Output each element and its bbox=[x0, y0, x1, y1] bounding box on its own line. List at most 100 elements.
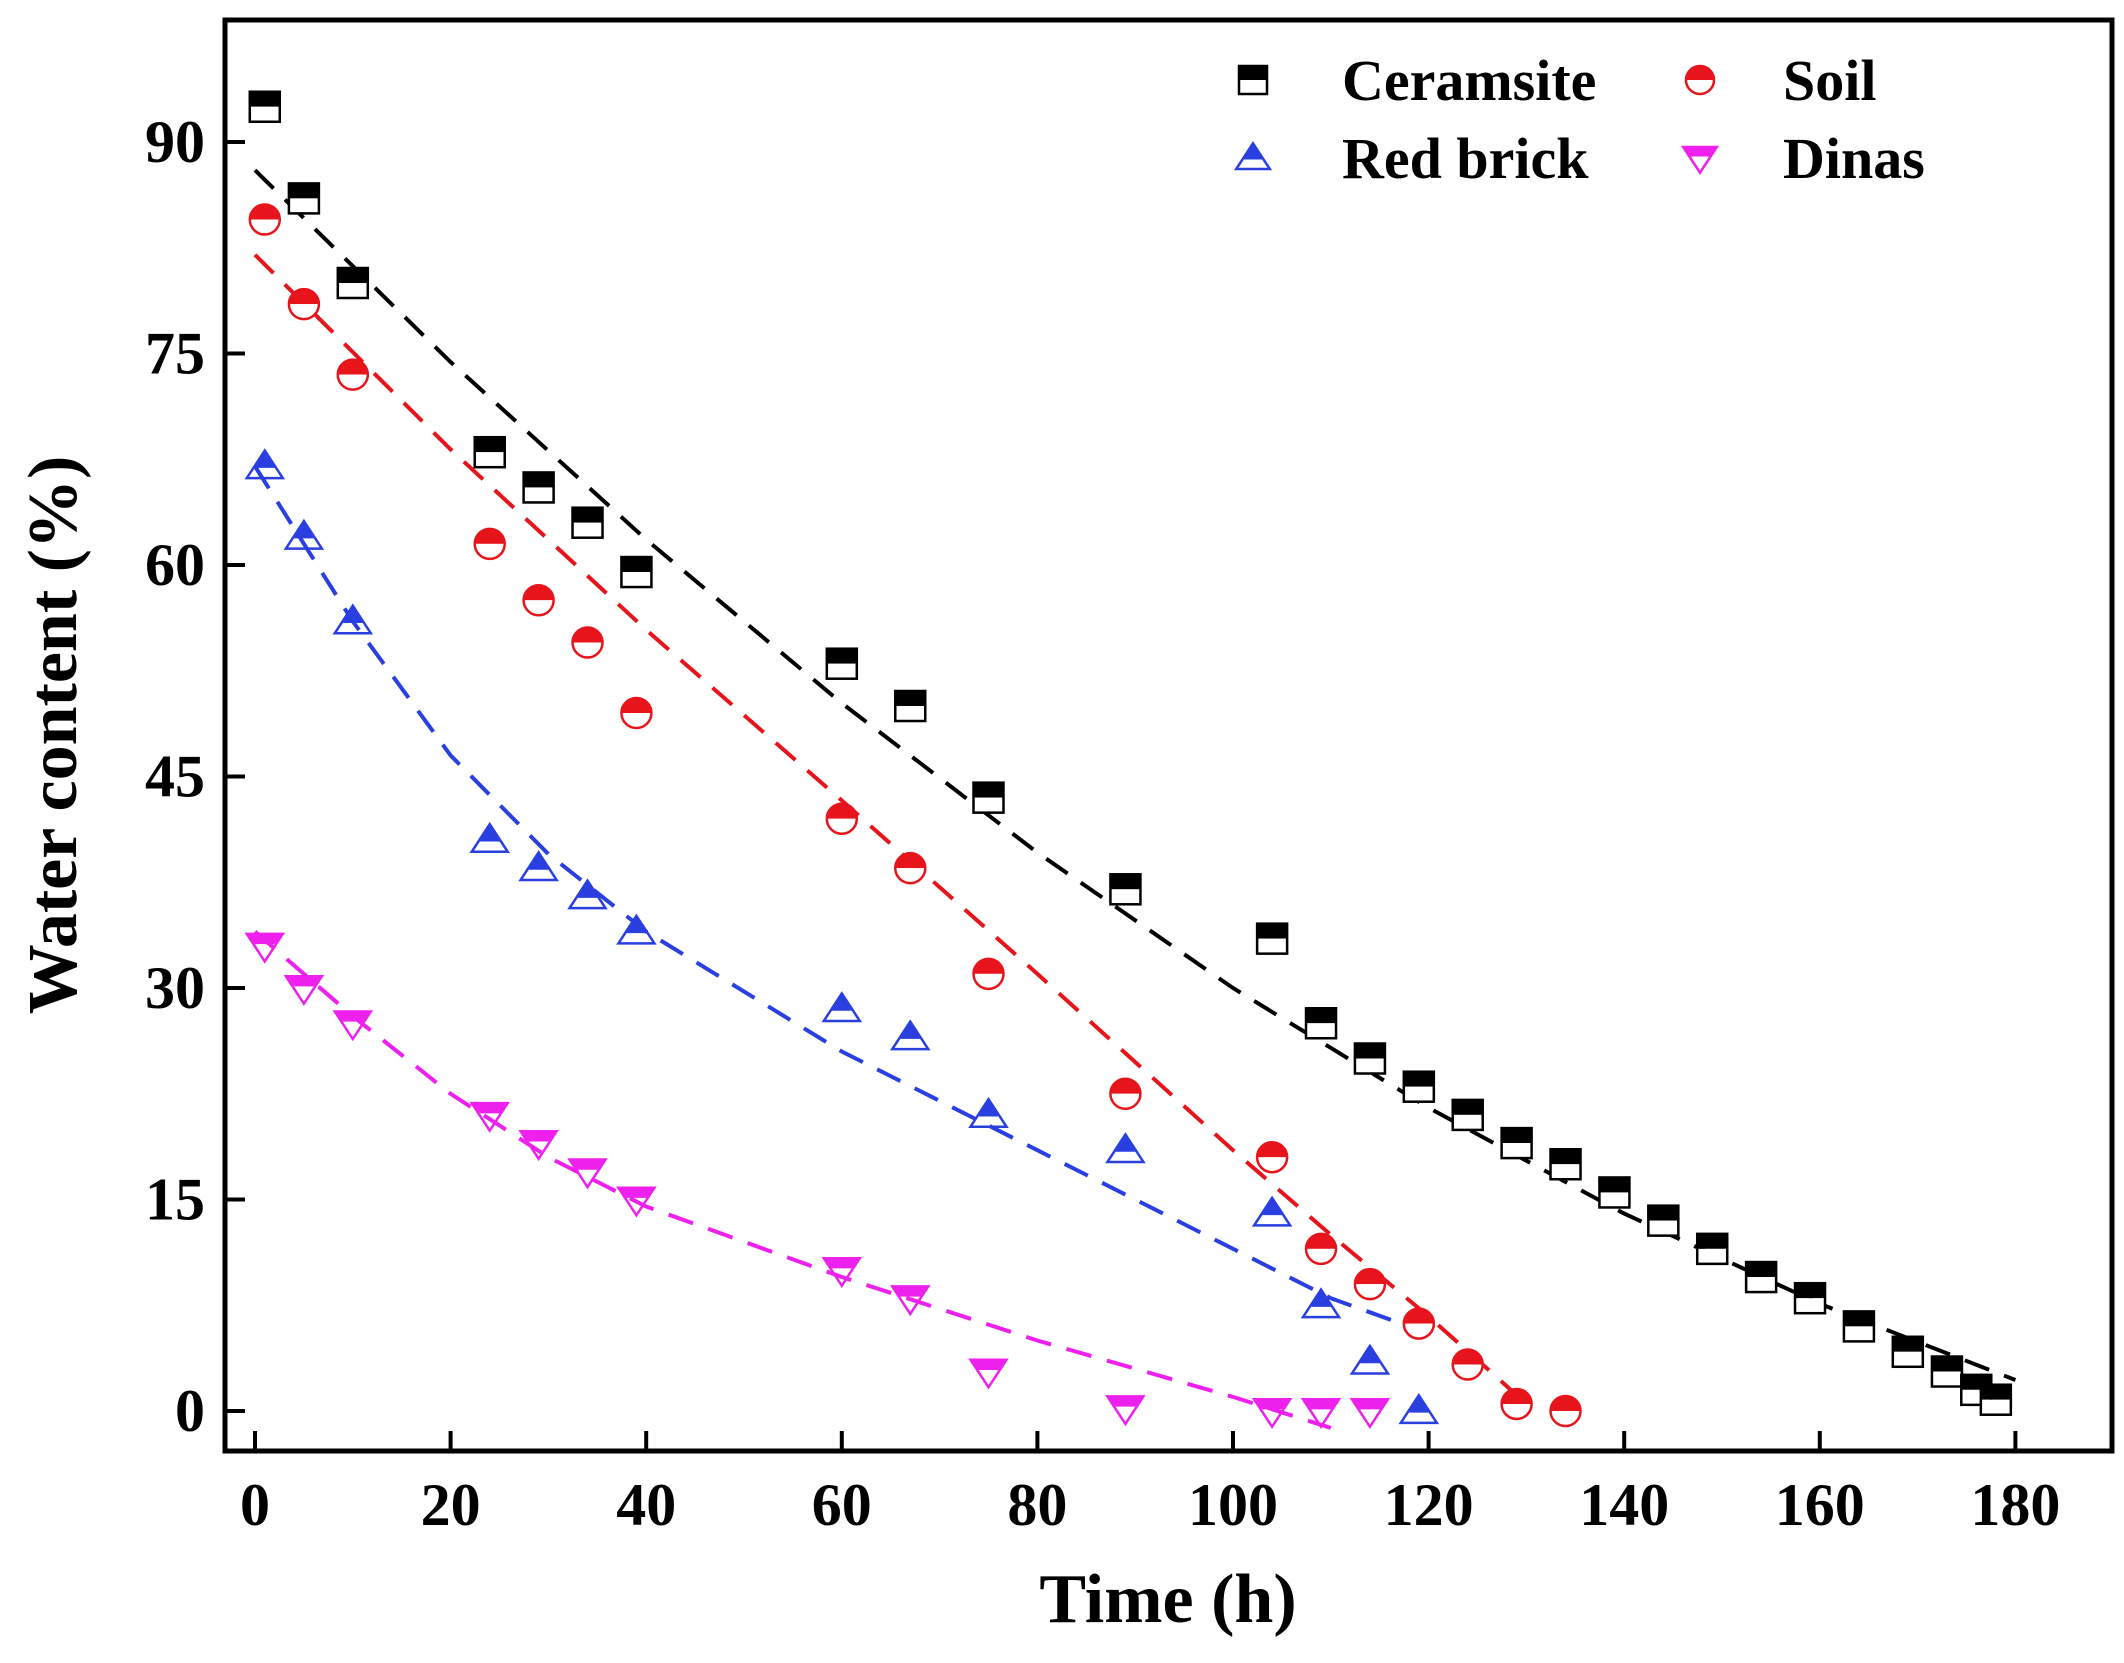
y-tick-label: 15 bbox=[145, 1167, 205, 1233]
point-ceramsite bbox=[894, 689, 927, 723]
point-soil bbox=[248, 203, 282, 236]
point-soil bbox=[1549, 1394, 1582, 1428]
x-axis-title: Time (h) bbox=[1039, 1561, 1296, 1638]
legend-label-soil: Soil bbox=[1783, 48, 1877, 113]
point-soil bbox=[894, 851, 927, 885]
x-tick-label: 40 bbox=[616, 1472, 676, 1538]
point-red-brick bbox=[244, 448, 286, 480]
y-axis-title: Water content (%) bbox=[15, 456, 92, 1015]
point-ceramsite bbox=[1979, 1383, 2013, 1416]
point-soil bbox=[972, 957, 1005, 991]
point-ceramsite bbox=[287, 182, 321, 215]
point-dinas bbox=[968, 1358, 1009, 1390]
x-tick-label: 160 bbox=[1775, 1472, 1865, 1538]
point-red-brick bbox=[1251, 1195, 1293, 1227]
legend: Ceramsite Soil Red brick Dinas bbox=[1233, 48, 1925, 191]
x-tick-label: 120 bbox=[1384, 1472, 1474, 1538]
x-tick-label: 20 bbox=[421, 1472, 481, 1538]
point-red-brick bbox=[968, 1096, 1009, 1128]
point-soil bbox=[522, 584, 555, 617]
point-soil bbox=[571, 626, 604, 659]
point-red-brick bbox=[616, 913, 657, 945]
y-axis-ticks: 0 15 30 45 60 75 90 bbox=[145, 109, 245, 1444]
point-dinas bbox=[332, 1010, 374, 1042]
point-red-brick bbox=[469, 821, 511, 854]
point-soil bbox=[473, 527, 506, 561]
point-red-brick bbox=[518, 850, 559, 882]
x-tick-label: 80 bbox=[1007, 1472, 1067, 1538]
point-ceramsite bbox=[1744, 1260, 1778, 1294]
point-soil bbox=[1402, 1307, 1436, 1340]
point-ceramsite bbox=[1402, 1070, 1436, 1103]
point-dinas bbox=[1349, 1397, 1391, 1430]
point-ceramsite bbox=[1109, 873, 1142, 906]
point-ceramsite bbox=[571, 506, 604, 539]
point-red-brick bbox=[1398, 1392, 1440, 1425]
point-ceramsite bbox=[1695, 1232, 1729, 1266]
point-ceramsite bbox=[1500, 1126, 1533, 1160]
point-ceramsite bbox=[972, 781, 1005, 814]
point-dinas bbox=[821, 1256, 863, 1289]
point-ceramsite bbox=[825, 647, 859, 680]
point-ceramsite bbox=[1930, 1355, 1964, 1388]
fit-line-ceramsite bbox=[253, 168, 2017, 1382]
y-tick-label: 30 bbox=[145, 955, 205, 1021]
legend-marker-ceramsite bbox=[1237, 64, 1269, 96]
legend-label-red-brick: Red brick bbox=[1342, 126, 1589, 191]
legend-label-ceramsite: Ceramsite bbox=[1342, 48, 1596, 113]
point-red-brick bbox=[567, 878, 608, 910]
point-ceramsite bbox=[1842, 1310, 1876, 1343]
point-dinas bbox=[283, 974, 325, 1007]
point-ceramsite bbox=[473, 435, 506, 469]
point-dinas bbox=[244, 932, 286, 964]
point-ceramsite bbox=[1451, 1098, 1484, 1132]
point-ceramsite bbox=[336, 266, 370, 300]
point-dinas bbox=[518, 1130, 559, 1162]
point-soil bbox=[620, 696, 653, 730]
point-soil bbox=[1353, 1267, 1387, 1301]
point-soil bbox=[336, 358, 370, 391]
point-dinas bbox=[1105, 1395, 1146, 1427]
y-tick-label: 75 bbox=[145, 321, 205, 387]
point-dinas bbox=[1251, 1397, 1293, 1430]
point-dinas bbox=[616, 1186, 657, 1218]
fit-line-dinas bbox=[253, 930, 1332, 1430]
legend-marker-dinas bbox=[1680, 145, 1720, 175]
point-dinas bbox=[469, 1101, 511, 1133]
x-axis-ticks: 0 20 40 60 80 100 120 140 160 180 bbox=[240, 1431, 2060, 1538]
y-tick-label: 45 bbox=[145, 744, 205, 810]
point-ceramsite bbox=[620, 555, 653, 589]
data-points bbox=[244, 90, 2013, 1430]
x-tick-label: 100 bbox=[1188, 1472, 1278, 1538]
fit-line-soil bbox=[253, 253, 1528, 1406]
point-red-brick bbox=[332, 603, 374, 635]
legend-label-dinas: Dinas bbox=[1783, 126, 1925, 191]
point-ceramsite bbox=[1353, 1042, 1387, 1075]
plot-frame bbox=[222, 17, 2115, 1454]
y-tick-label: 60 bbox=[145, 532, 205, 598]
point-dinas bbox=[1300, 1397, 1342, 1430]
point-ceramsite bbox=[1891, 1335, 1925, 1369]
point-ceramsite bbox=[522, 471, 555, 504]
x-tick-label: 180 bbox=[1970, 1472, 2060, 1538]
x-tick-label: 60 bbox=[812, 1472, 872, 1538]
point-red-brick bbox=[1300, 1287, 1342, 1319]
x-tick-label: 0 bbox=[240, 1472, 270, 1538]
point-dinas bbox=[889, 1285, 931, 1317]
point-soil bbox=[1255, 1140, 1289, 1174]
point-ceramsite bbox=[1647, 1204, 1680, 1237]
point-ceramsite bbox=[1549, 1148, 1582, 1181]
point-ceramsite bbox=[1255, 922, 1289, 955]
point-dinas bbox=[567, 1158, 608, 1190]
point-soil bbox=[1451, 1348, 1484, 1381]
point-ceramsite bbox=[1598, 1176, 1631, 1209]
fit-line-red-brick bbox=[253, 465, 1430, 1336]
legend-marker-soil bbox=[1684, 64, 1716, 96]
point-red-brick bbox=[821, 991, 863, 1023]
point-soil bbox=[825, 802, 859, 836]
point-red-brick bbox=[283, 518, 325, 550]
x-tick-label: 140 bbox=[1579, 1472, 1669, 1538]
y-tick-label: 0 bbox=[175, 1378, 205, 1444]
point-red-brick bbox=[1349, 1343, 1391, 1375]
